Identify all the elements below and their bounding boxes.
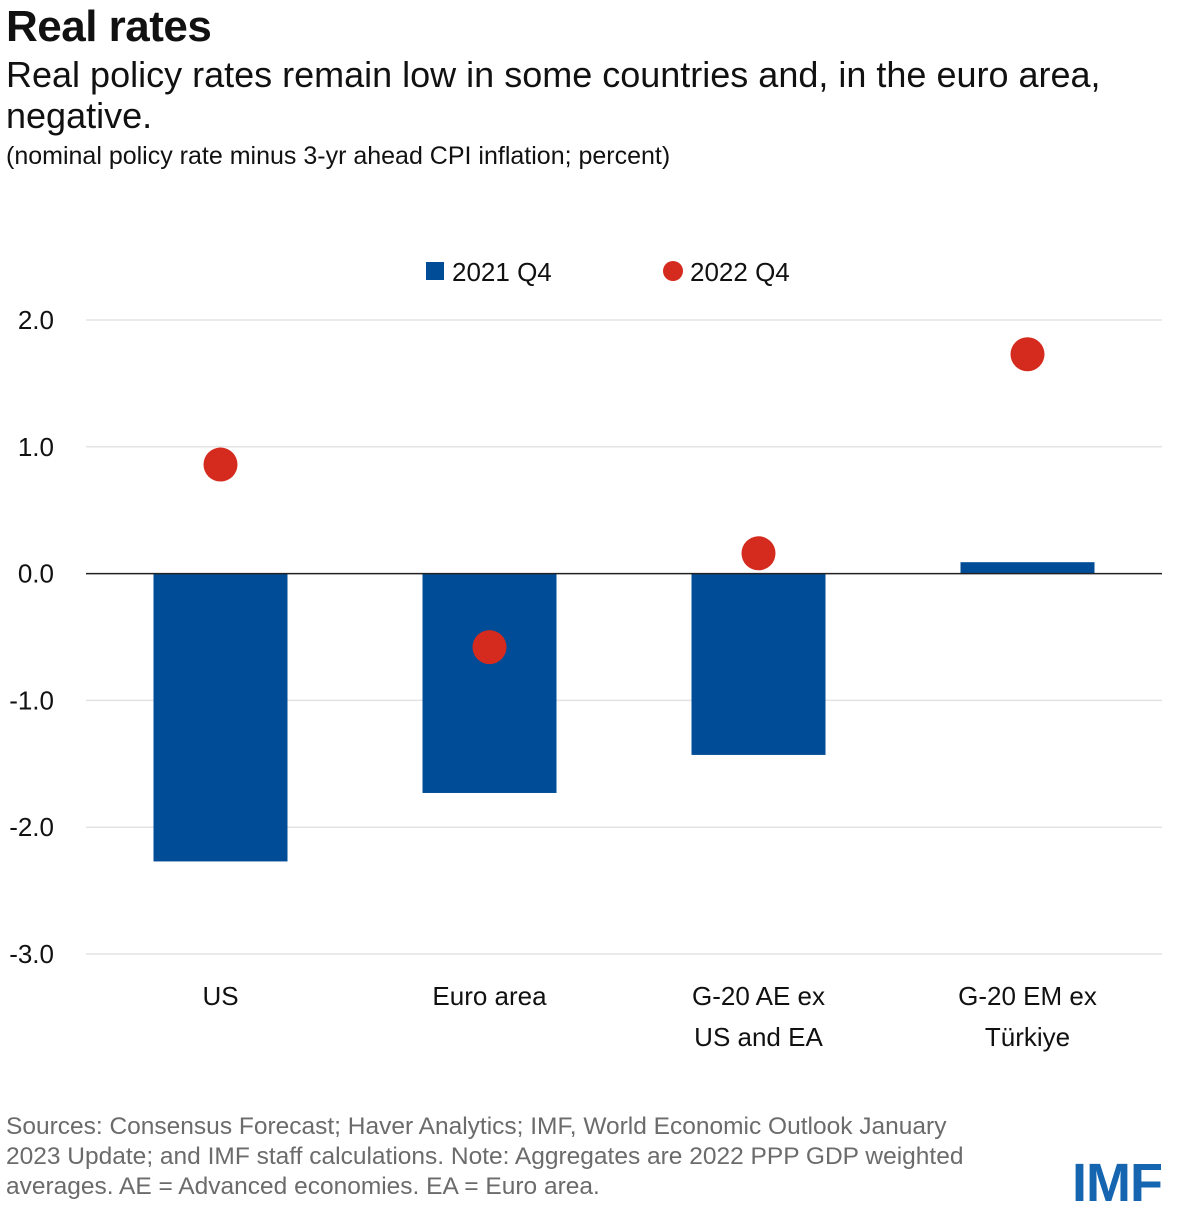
x-category-label: G-20 AE ex: [692, 981, 825, 1011]
legend-label: 2022 Q4: [690, 257, 790, 287]
x-category-label: G-20 EM ex: [958, 981, 1097, 1011]
y-tick-label: -1.0: [9, 685, 54, 715]
x-category-label: US: [202, 981, 238, 1011]
y-tick-label: -3.0: [9, 939, 54, 969]
y-tick-label: 1.0: [18, 432, 54, 462]
y-tick-label: 0.0: [18, 559, 54, 589]
dot-2022-q4: [1010, 337, 1045, 372]
bar-2021-q4: [153, 573, 288, 862]
y-tick-label: 2.0: [18, 305, 54, 335]
bar-2021-q4: [960, 562, 1095, 574]
chart-subtitle: Real policy rates remain low in some cou…: [6, 54, 1101, 136]
bar-2021-q4: [691, 573, 826, 755]
y-tick-label: -2.0: [9, 812, 54, 842]
sources-note: Sources: Consensus Forecast; Haver Analy…: [6, 1113, 964, 1200]
x-category-label: Euro area: [432, 981, 547, 1011]
chart-title: Real rates: [6, 2, 212, 51]
x-category-label: Türkiye: [985, 1022, 1070, 1052]
dot-2022-q4: [203, 447, 238, 482]
imf-logo: IMF: [1072, 1153, 1163, 1213]
x-category-label: US and EA: [694, 1022, 823, 1052]
legend-label: 2021 Q4: [452, 257, 552, 287]
bar-2021-q4: [422, 573, 557, 793]
dot-2022-q4: [472, 630, 507, 665]
dot-2022-q4: [741, 536, 776, 571]
bar-dot-chart: 2.0 1.0 0.0 -1.0 -2.0 -3.0 US Euro area G-20 AE …: [9, 257, 1162, 1052]
legend-swatch-2021-q4: [426, 262, 444, 280]
unit-note: (nominal policy rate minus 3-yr ahead CP…: [6, 142, 671, 170]
legend-swatch-2022-q4: [663, 261, 683, 281]
